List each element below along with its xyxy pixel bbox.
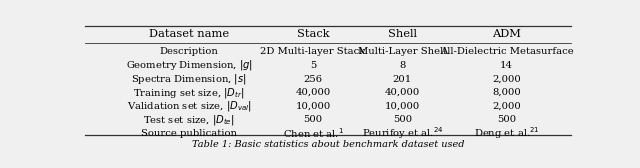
Text: 40,000: 40,000 (296, 88, 331, 97)
Text: 8,000: 8,000 (492, 88, 521, 97)
Text: Chen et al.$^1$: Chen et al.$^1$ (283, 127, 344, 140)
Text: Geometry Dimension, $|g|$: Geometry Dimension, $|g|$ (125, 58, 253, 72)
Text: Table 1: Basic statistics about benchmark dataset used: Table 1: Basic statistics about benchmar… (192, 140, 464, 149)
Text: 2,000: 2,000 (492, 75, 521, 83)
Text: 2D Multi-layer Stack: 2D Multi-layer Stack (260, 47, 365, 56)
Text: Stack: Stack (297, 29, 330, 39)
Text: Multi-Layer Shell: Multi-Layer Shell (358, 47, 447, 56)
Text: 5: 5 (310, 61, 316, 70)
Text: 256: 256 (303, 75, 323, 83)
Text: Deng et al.$^{21}$: Deng et al.$^{21}$ (474, 125, 540, 141)
Text: 14: 14 (500, 61, 513, 70)
Text: 2,000: 2,000 (492, 102, 521, 111)
Text: Spectra Dimension, $|s|$: Spectra Dimension, $|s|$ (131, 72, 247, 86)
Text: Test set size, $|D_{te}|$: Test set size, $|D_{te}|$ (143, 113, 235, 127)
Text: 500: 500 (303, 115, 323, 124)
Text: Peurifoy et al.$^{24}$: Peurifoy et al.$^{24}$ (362, 125, 444, 141)
Text: Dataset name: Dataset name (149, 29, 229, 39)
Text: All-Dielectric Metasurface: All-Dielectric Metasurface (440, 47, 573, 56)
Text: 201: 201 (393, 75, 412, 83)
Text: Validation set size, $|D_{val}|$: Validation set size, $|D_{val}|$ (127, 99, 252, 113)
Text: 10,000: 10,000 (385, 102, 420, 111)
Text: Source publication: Source publication (141, 129, 237, 138)
Text: 500: 500 (393, 115, 412, 124)
Text: 10,000: 10,000 (296, 102, 331, 111)
Text: 500: 500 (497, 115, 516, 124)
Text: Training set size, $|D_{tr}|$: Training set size, $|D_{tr}|$ (133, 86, 245, 100)
Text: 8: 8 (399, 61, 406, 70)
Text: 40,000: 40,000 (385, 88, 420, 97)
Text: Shell: Shell (388, 29, 417, 39)
Text: ADM: ADM (492, 29, 521, 39)
Text: Description: Description (160, 47, 218, 56)
